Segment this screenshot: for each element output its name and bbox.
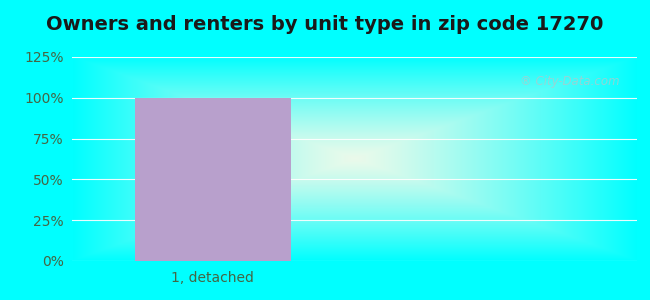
Text: ® City-Data.com: ® City-Data.com	[521, 75, 620, 88]
Bar	[135, 98, 291, 261]
Text: Owners and renters by unit type in zip code 17270: Owners and renters by unit type in zip c…	[46, 15, 604, 34]
